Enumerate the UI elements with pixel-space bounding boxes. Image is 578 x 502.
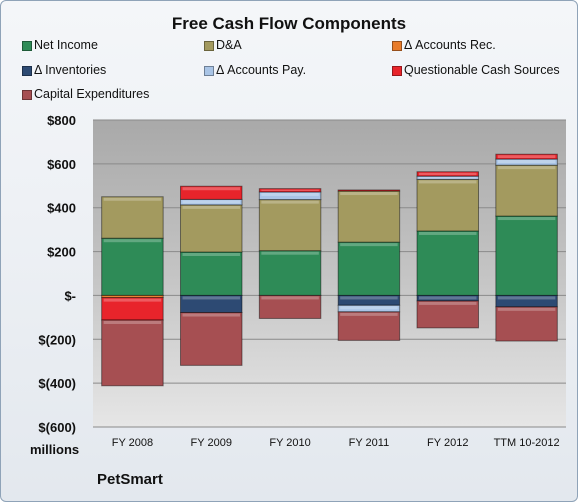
legend-label-5: Questionable Cash Sources: [404, 63, 560, 77]
bar-segment-highlight: [497, 160, 556, 164]
bar-segment: [495, 306, 558, 342]
bar-segment: [101, 319, 164, 387]
bar-segment-highlight: [261, 192, 319, 196]
x-tick-label: TTM 10-2012: [494, 437, 560, 449]
chart-title: Free Cash Flow Components: [171, 14, 407, 33]
bar-segment-highlight: [182, 253, 240, 257]
bar-segment-highlight: [497, 296, 556, 300]
brand-label: PetSmart: [97, 471, 163, 488]
bar-segment-highlight: [182, 296, 240, 300]
bar-segment: [337, 241, 401, 296]
x-tick-label: FY 2010: [269, 437, 310, 449]
bar-segment-highlight: [340, 192, 398, 196]
bar-segment: [416, 300, 479, 329]
bar-segment: [180, 312, 243, 366]
bar-segment-highlight: [182, 187, 240, 191]
bar-segment-highlight: [103, 239, 162, 243]
y-tick-label: $600: [47, 157, 76, 172]
y-tick-label: $-: [64, 288, 76, 303]
bar-segment: [337, 190, 401, 243]
bar-segment: [416, 230, 479, 296]
bar-segment-highlight: [103, 197, 162, 201]
bar-segment: [495, 153, 558, 160]
legend-swatch-0: [22, 41, 32, 51]
x-tick-label: FY 2008: [112, 437, 153, 449]
x-tick-label: FY 2009: [191, 437, 232, 449]
bar-segment-highlight: [419, 180, 477, 184]
legend-swatch-1: [204, 41, 214, 51]
bar-segment: [180, 294, 243, 314]
plot-area: [93, 120, 566, 427]
bar-segment-highlight: [340, 306, 398, 310]
bar-segment-highlight: [261, 296, 319, 300]
bar-segment: [258, 250, 322, 296]
bar-segment: [416, 171, 479, 177]
bar-segment-highlight: [419, 296, 477, 300]
bar-segment-highlight: [182, 205, 240, 209]
legend-label-1: D&A: [216, 38, 242, 52]
bar-segment: [180, 204, 243, 253]
bar-segment-highlight: [497, 166, 556, 170]
bar-segment-highlight: [340, 296, 398, 300]
bar-segment-highlight: [497, 307, 556, 311]
bar-segment-highlight: [261, 189, 319, 191]
x-tick-label: FY 2012: [427, 437, 468, 449]
y-tick-label: $(200): [38, 332, 76, 347]
legend-label-2: Δ Accounts Rec.: [404, 38, 496, 52]
bar-segment: [258, 294, 322, 319]
bar-segment-highlight: [261, 200, 319, 204]
bar-segment: [101, 237, 164, 296]
legend-label-3: Δ Inventories: [34, 63, 107, 77]
bar-segment-highlight: [261, 251, 319, 255]
bar-segment-highlight: [103, 298, 162, 302]
y-tick-label: $800: [47, 113, 76, 128]
y-tick-label: $(400): [38, 376, 76, 391]
bar-segment-highlight: [419, 172, 477, 176]
bar-segment: [416, 178, 479, 232]
bar-segment: [337, 311, 401, 341]
y-tick-label: $400: [47, 201, 76, 216]
legend-swatch-2: [392, 41, 402, 51]
legend-swatch-3: [22, 66, 32, 76]
legend-label-0: Net Income: [34, 38, 98, 52]
bar-segment: [180, 251, 243, 296]
bar-segment: [337, 189, 401, 192]
bar-segment-highlight: [340, 243, 398, 247]
bar-segment-highlight: [182, 200, 240, 204]
y-tick-label: $(600): [38, 420, 76, 435]
bar-segment: [101, 196, 164, 239]
bar-segment-highlight: [340, 312, 398, 316]
bar-segment: [258, 188, 322, 193]
legend-label-4: Δ Accounts Pay.: [216, 63, 307, 77]
bar-segment-highlight: [497, 217, 556, 221]
bar-segment-highlight: [419, 301, 477, 305]
legend-swatch-5: [392, 66, 402, 76]
bar-segment-highlight: [419, 231, 477, 235]
units-label: millions: [30, 442, 80, 457]
bar-segment: [495, 215, 558, 296]
bar-segment-highlight: [103, 320, 162, 324]
bar-segment-highlight: [497, 155, 556, 159]
legend-swatch-6: [22, 90, 32, 100]
bar-segment-highlight: [419, 177, 477, 179]
bar-segment: [495, 164, 558, 217]
bar-segment: [258, 199, 322, 252]
x-tick-label: FY 2011: [349, 437, 390, 449]
legend-swatch-4: [204, 66, 214, 76]
bar-segment: [180, 185, 243, 200]
y-tick-label: $200: [47, 245, 76, 260]
legend-label-6: Capital Expenditures: [34, 87, 150, 101]
bar-segment-highlight: [182, 313, 240, 317]
